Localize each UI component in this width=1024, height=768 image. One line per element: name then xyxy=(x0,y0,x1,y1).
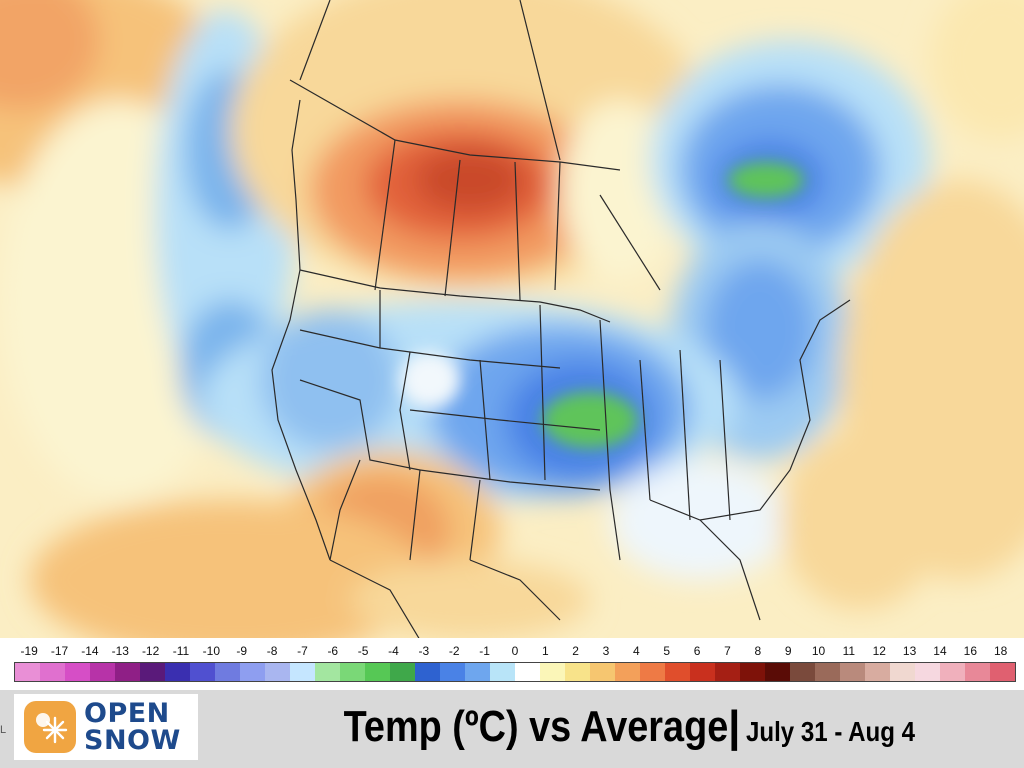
legend-label: -5 xyxy=(357,644,369,658)
edge-text: L xyxy=(0,724,7,736)
legend-swatch xyxy=(140,663,165,681)
legend-label: 13 xyxy=(902,644,917,658)
opensnow-logo: OPEN SNOW xyxy=(14,694,198,760)
anomaly-cores xyxy=(400,162,804,448)
legend-swatch xyxy=(990,663,1015,681)
legend-swatch xyxy=(940,663,965,681)
legend-label: 9 xyxy=(784,644,792,658)
legend-label: -6 xyxy=(327,644,339,658)
legend-swatch xyxy=(315,663,340,681)
logo-line2: SNOW xyxy=(84,725,181,756)
legend-label: 18 xyxy=(994,644,1008,658)
legend-label: 0 xyxy=(511,644,519,658)
legend-swatches xyxy=(14,662,1016,682)
legend-swatch xyxy=(440,663,465,681)
legend-label: -2 xyxy=(448,644,460,658)
legend-swatch xyxy=(765,663,790,681)
legend-label: -12 xyxy=(141,644,160,658)
legend-label: 5 xyxy=(663,644,671,658)
legend-label: -7 xyxy=(297,644,308,658)
legend-label: 14 xyxy=(933,644,947,658)
legend-swatch xyxy=(815,663,840,681)
legend-swatch xyxy=(365,663,390,681)
legend-swatch xyxy=(515,663,540,681)
legend-swatch xyxy=(90,663,115,681)
legend-swatch xyxy=(740,663,765,681)
legend-swatch xyxy=(40,663,65,681)
legend-swatch xyxy=(265,663,290,681)
legend-label: -11 xyxy=(172,644,190,658)
legend-label: 3 xyxy=(602,644,610,658)
title-dates: July 31 - Aug 4 xyxy=(746,716,916,747)
legend-swatch xyxy=(540,663,565,681)
title-separator: | xyxy=(728,702,741,751)
legend-label: -17 xyxy=(50,644,69,658)
boundary-lines xyxy=(271,0,851,640)
legend-swatch xyxy=(615,663,640,681)
anomaly-field xyxy=(0,0,1024,640)
map-title: Temp (ºC) vs Average | July 31 - Aug 4 xyxy=(200,692,1024,762)
color-legend: -19 -17 -14 -13 -12 -11 -10 -9 -8 -7 -6 -5 -4 -3 -2 -1 0… xyxy=(0,638,1024,690)
snowflake-sun-icon xyxy=(24,701,76,753)
legend-label: -9 xyxy=(236,644,248,658)
legend-swatch xyxy=(65,663,90,681)
legend-label: -14 xyxy=(81,644,99,658)
legend-label: -8 xyxy=(266,644,278,658)
legend-label: 12 xyxy=(872,644,886,658)
legend-swatch xyxy=(590,663,615,681)
legend-labels: -19 -17 -14 -13 -12 -11 -10 -9 -8 -7 -6 -5 -4 -3 -2 -1 0… xyxy=(14,644,1016,660)
legend-label: 4 xyxy=(633,644,640,658)
legend-swatch xyxy=(890,663,915,681)
legend-label: -13 xyxy=(111,644,129,658)
logo-line1: OPEN xyxy=(84,698,170,729)
legend-label: -1 xyxy=(479,644,490,658)
legend-swatch xyxy=(965,663,990,681)
legend-swatch xyxy=(840,663,865,681)
legend-swatch xyxy=(190,663,215,681)
legend-label: 2 xyxy=(572,644,579,658)
legend-swatch xyxy=(240,663,265,681)
legend-label: 6 xyxy=(693,644,701,658)
legend-swatch xyxy=(165,663,190,681)
legend-label: 10 xyxy=(811,644,826,658)
legend-swatch xyxy=(465,663,490,681)
legend-label: -19 xyxy=(20,644,38,658)
legend-label: 8 xyxy=(754,644,762,658)
legend-swatch xyxy=(715,663,740,681)
legend-label: -4 xyxy=(388,644,399,658)
legend-swatch xyxy=(640,663,665,681)
legend-swatch xyxy=(415,663,440,681)
legend-label: -3 xyxy=(418,644,430,658)
legend-label: 16 xyxy=(963,644,977,658)
map-svg xyxy=(0,0,1024,640)
legend-swatch xyxy=(290,663,315,681)
legend-swatch xyxy=(15,663,40,681)
legend-label: 1 xyxy=(541,644,549,658)
legend-swatch xyxy=(565,663,590,681)
anomaly-map xyxy=(0,0,1024,640)
title-main: Temp (ºC) vs Average xyxy=(343,702,729,751)
legend-label: -10 xyxy=(202,644,220,658)
legend-swatch xyxy=(115,663,140,681)
legend-swatch xyxy=(915,663,940,681)
legend-swatch xyxy=(215,663,240,681)
legend-swatch xyxy=(690,663,715,681)
legend-swatch xyxy=(865,663,890,681)
legend-swatch xyxy=(790,663,815,681)
footer: OPEN SNOW Temp (ºC) vs Average | July 31… xyxy=(0,690,1024,768)
legend-swatch xyxy=(340,663,365,681)
legend-swatch xyxy=(490,663,515,681)
legend-swatch xyxy=(665,663,690,681)
logo-text: OPEN SNOW xyxy=(84,700,181,754)
legend-swatch xyxy=(390,663,415,681)
legend-label: 7 xyxy=(724,644,731,658)
legend-label: 11 xyxy=(842,644,856,658)
